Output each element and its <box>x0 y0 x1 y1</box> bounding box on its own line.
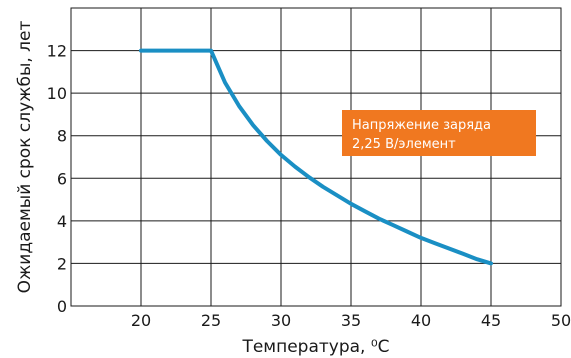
y-axis-ticks: 0 2 4 6 8 10 12 <box>47 42 67 316</box>
x-tick-label: 30 <box>271 311 291 330</box>
x-tick-label: 20 <box>131 311 151 330</box>
x-tick-label: 35 <box>341 311 361 330</box>
y-tick-label: 0 <box>57 297 67 316</box>
x-axis-ticks: 20 25 30 35 40 45 50 <box>131 311 571 330</box>
x-tick-label: 50 <box>551 311 571 330</box>
series-layer <box>139 48 493 266</box>
annotation-line-1: Напряжение заряда <box>352 118 491 133</box>
y-tick-label: 8 <box>57 127 67 146</box>
y-tick-label: 4 <box>57 212 67 231</box>
x-tick-label: 45 <box>481 311 501 330</box>
x-tick-label: 25 <box>201 311 221 330</box>
y-tick-label: 12 <box>47 42 67 61</box>
charge-voltage-annotation: Напряжение заряда 2,25 В/элемент <box>342 110 536 156</box>
y-tick-label: 6 <box>57 169 67 188</box>
plot-area-frame <box>70 7 562 307</box>
grid-lines <box>71 8 562 307</box>
annotation-box <box>342 110 536 156</box>
y-tick-label: 10 <box>47 84 67 103</box>
y-axis-title: Ожидаемый срок службы, лет <box>15 21 35 294</box>
y-tick-label: 2 <box>57 254 67 273</box>
x-tick-label: 40 <box>411 311 431 330</box>
annotation-line-2: 2,25 В/элемент <box>352 137 456 152</box>
life-expectancy-line <box>139 48 493 266</box>
x-axis-title: Температура, ⁰С <box>241 337 389 357</box>
